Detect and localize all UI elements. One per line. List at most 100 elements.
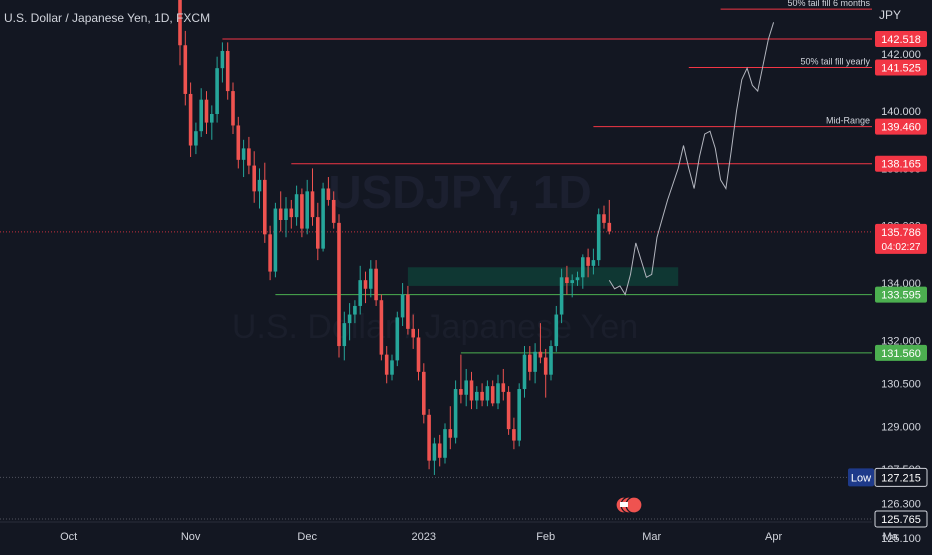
candle bbox=[453, 380, 458, 444]
candle-body bbox=[310, 191, 315, 218]
symbol-title[interactable]: U.S. Dollar / Japanese Yen, 1D, FXCM bbox=[4, 11, 211, 25]
candle bbox=[459, 354, 463, 404]
candle bbox=[575, 271, 580, 286]
candle-body bbox=[273, 208, 278, 272]
candle-body bbox=[543, 357, 548, 375]
candle-body bbox=[178, 0, 182, 46]
y-tick-label: 142.000 bbox=[881, 49, 921, 61]
candle-body bbox=[294, 194, 299, 218]
candle-body bbox=[257, 179, 262, 192]
candle-body bbox=[231, 91, 235, 126]
price-axis bbox=[872, 0, 932, 522]
candle bbox=[215, 56, 219, 123]
candle bbox=[273, 202, 278, 278]
level-badge-bg bbox=[875, 59, 927, 76]
candle bbox=[422, 363, 426, 424]
x-tick-label: Feb bbox=[536, 531, 555, 543]
candle-body bbox=[347, 314, 352, 324]
candle-body bbox=[586, 257, 590, 266]
level-label: 50% tail fill 6 months bbox=[787, 0, 870, 8]
candle bbox=[607, 199, 612, 235]
candle bbox=[400, 283, 405, 326]
candle bbox=[485, 380, 490, 407]
candle bbox=[395, 311, 400, 367]
candle-body bbox=[432, 443, 437, 461]
candle-body bbox=[549, 346, 553, 375]
level-badge-bg bbox=[875, 155, 927, 172]
candle-body bbox=[422, 371, 426, 415]
level-badge-bg bbox=[875, 286, 927, 303]
candle-body bbox=[570, 280, 574, 284]
level-badge-bg bbox=[875, 344, 927, 361]
candle bbox=[384, 346, 389, 384]
candle-body bbox=[194, 131, 198, 146]
candle-body bbox=[490, 386, 495, 404]
x-tick-label: Ma bbox=[883, 531, 899, 543]
candle-body bbox=[289, 208, 294, 218]
candle-body bbox=[406, 294, 410, 329]
candle bbox=[331, 191, 336, 229]
candle-body bbox=[538, 351, 543, 358]
candle bbox=[289, 199, 294, 229]
candle bbox=[570, 274, 574, 298]
candle bbox=[581, 254, 585, 289]
candle bbox=[565, 265, 569, 295]
candle bbox=[210, 105, 214, 140]
candle-body bbox=[236, 125, 241, 160]
candle-body bbox=[517, 389, 521, 441]
current-price-badge: 135.786 bbox=[881, 227, 921, 239]
low-badge: 127.215 bbox=[881, 472, 921, 484]
candle bbox=[369, 260, 373, 298]
candle bbox=[512, 417, 516, 450]
x-tick-label: Apr bbox=[765, 531, 782, 543]
x-tick-label: 2023 bbox=[412, 531, 436, 543]
candle-body bbox=[559, 277, 564, 315]
candle-body bbox=[496, 383, 500, 404]
y-tick-label: 129.000 bbox=[881, 421, 921, 433]
candle bbox=[278, 191, 283, 232]
x-tick-label: Nov bbox=[181, 531, 201, 543]
candle-body bbox=[215, 68, 219, 114]
candle bbox=[337, 214, 341, 358]
candle-body bbox=[464, 380, 468, 395]
candle-body bbox=[326, 188, 331, 200]
candle-body bbox=[459, 389, 463, 395]
candle-body bbox=[411, 328, 415, 338]
candle-body bbox=[607, 222, 612, 232]
candle bbox=[220, 42, 225, 83]
flag-icon-stripe bbox=[620, 502, 628, 507]
low-tag: Low bbox=[851, 472, 871, 484]
y-tick-label: 126.300 bbox=[881, 499, 921, 511]
countdown-label: 04:02:27 bbox=[882, 242, 921, 253]
candle bbox=[194, 122, 198, 155]
candle-body bbox=[596, 214, 601, 261]
candle-body bbox=[199, 99, 203, 132]
candle-body bbox=[565, 277, 569, 284]
candle-body bbox=[331, 199, 336, 223]
candle bbox=[379, 294, 384, 361]
candle-body bbox=[453, 389, 458, 438]
candle-body bbox=[241, 148, 246, 160]
candle bbox=[342, 311, 347, 361]
projection-path bbox=[608, 22, 775, 296]
candle-body bbox=[305, 191, 309, 229]
level-label: 50% tail fill yearly bbox=[800, 56, 870, 66]
candle bbox=[416, 328, 421, 381]
candle bbox=[247, 136, 251, 175]
level-badge: 133.595 bbox=[881, 290, 921, 302]
candle bbox=[538, 323, 543, 364]
candle bbox=[432, 437, 437, 475]
candle bbox=[490, 380, 495, 407]
candle bbox=[496, 374, 500, 410]
y-tick-label: 132.000 bbox=[881, 335, 921, 347]
candle-body bbox=[384, 354, 389, 375]
candle-body bbox=[252, 165, 256, 192]
level-badge: 131.560 bbox=[881, 348, 921, 360]
candle-body bbox=[512, 429, 516, 441]
level-label: Mid-Range bbox=[826, 116, 870, 126]
low-tag-bg bbox=[848, 468, 874, 487]
candle bbox=[252, 151, 256, 203]
candle-body bbox=[300, 194, 304, 229]
candle-body bbox=[575, 277, 580, 281]
